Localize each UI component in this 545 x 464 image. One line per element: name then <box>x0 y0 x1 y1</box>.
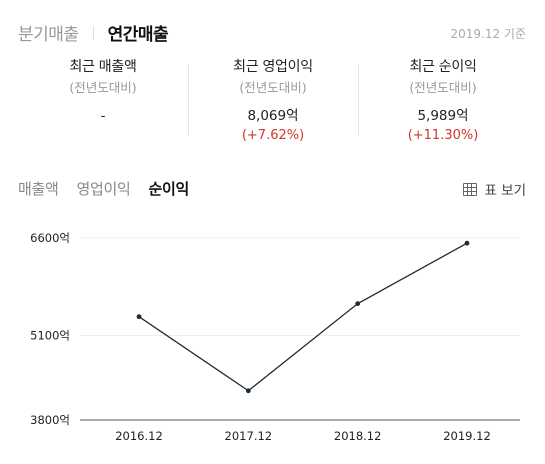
y-tick-label: 5100억 <box>30 329 70 343</box>
tab-operating-profit[interactable]: 영업이익 <box>76 180 131 198</box>
summary-subtitle: (전년도대비) <box>409 80 477 95</box>
data-point <box>464 240 470 246</box>
summary-title: 최근 순이익 <box>409 59 477 75</box>
tab-quarterly-sales[interactable]: 분기매출 <box>18 25 79 45</box>
summary-value: - <box>100 108 106 124</box>
summary-net-income: 최근 순이익 (전년도대비) 5,989억 (+11.30%) <box>358 58 528 148</box>
summary-value: 8,069억 <box>247 108 299 124</box>
series-line <box>138 242 468 392</box>
table-icon <box>463 182 478 196</box>
table-view-label: 표 보기 <box>484 183 526 199</box>
summary-title: 최근 매출액 <box>69 59 137 75</box>
summary-value: 5,989억 <box>417 108 469 124</box>
x-tick-label: 2019.12 <box>443 429 491 443</box>
as-of-date: 2019.12 기준 <box>450 27 526 41</box>
tab-revenue[interactable]: 매출액 <box>18 180 59 198</box>
summary-title: 최근 영업이익 <box>233 59 313 75</box>
net-income-chart: 6600억 5100억 3800억 2016.12 2017.12 2018.12 2019… <box>30 231 520 443</box>
summary-panel: 최근 매출액 (전년도대비) - 최근 영업이익 (전년도대비) 8,069억 … <box>18 58 528 148</box>
period-tabs: 분기매출 연간매출 <box>18 20 169 45</box>
y-tick-label: 3800억 <box>30 413 70 427</box>
data-point <box>136 314 142 320</box>
y-tick-label: 6600억 <box>30 231 70 245</box>
data-point <box>245 388 251 394</box>
data-point <box>355 301 361 307</box>
summary-revenue: 최근 매출액 (전년도대비) - <box>18 58 188 148</box>
tab-net-income[interactable]: 순이익 <box>148 180 190 198</box>
x-tick-label: 2016.12 <box>115 429 163 443</box>
tab-annual-sales[interactable]: 연간매출 <box>107 25 169 45</box>
metric-tabs: 매출액 영업이익 순이익 <box>18 178 189 199</box>
summary-change: (+7.62%) <box>241 128 305 143</box>
table-view-button[interactable]: 표 보기 <box>463 179 526 199</box>
tab-divider <box>92 25 94 40</box>
summary-subtitle: (전년도대비) <box>69 80 137 95</box>
summary-subtitle: (전년도대비) <box>239 80 307 95</box>
summary-operating-profit: 최근 영업이익 (전년도대비) 8,069억 (+7.62%) <box>188 58 358 148</box>
x-tick-label: 2017.12 <box>225 429 273 443</box>
x-tick-label: 2018.12 <box>334 429 382 443</box>
summary-change: (+11.30%) <box>407 128 479 143</box>
